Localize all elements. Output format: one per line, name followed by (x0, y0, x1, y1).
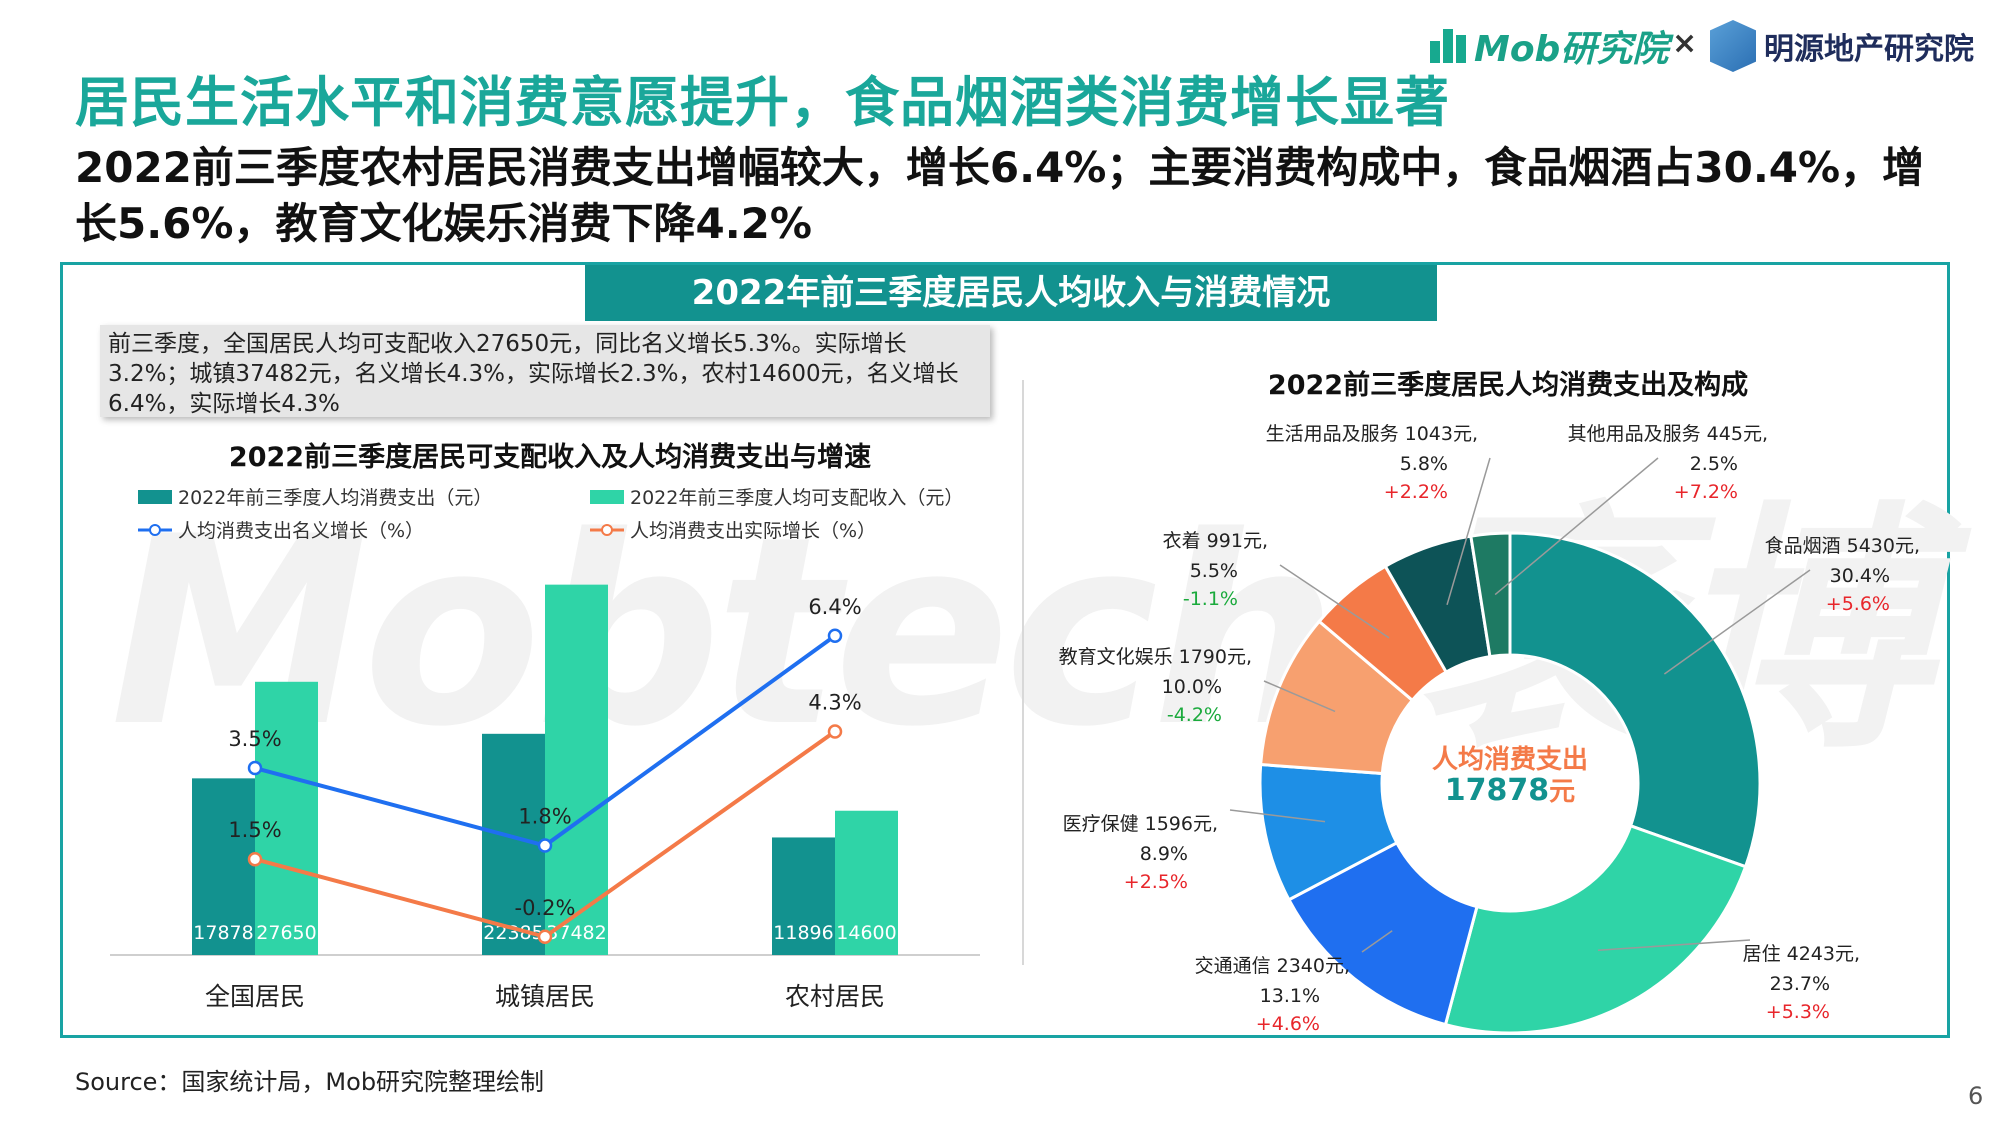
slice-change: +5.3% (1766, 1001, 1830, 1023)
line-point (247, 851, 263, 867)
slice-pct: 23.7% (1770, 973, 1830, 995)
page-number: 6 (1968, 1082, 1984, 1110)
category-label: 城镇居民 (495, 982, 595, 1011)
slice-change: +2.2% (1384, 481, 1448, 503)
donut-slice (1508, 531, 1762, 869)
bar-consumption (192, 778, 255, 955)
page-title: 居民生活水平和消费意愿提升，食品烟酒类消费增长显著 (75, 71, 1450, 134)
logo-separator: × (1672, 26, 1698, 61)
slice-label: 居住 4243元, (1743, 943, 1860, 965)
category-label: 农村居民 (785, 982, 885, 1011)
bar-consumption (772, 837, 835, 955)
slice-pct: 10.0% (1162, 676, 1222, 698)
right-chart-title: 2022前三季度居民人均消费支出及构成 (1268, 369, 1748, 401)
leader-line (1229, 809, 1326, 823)
donut-center-unit: 元 (1549, 777, 1575, 807)
page-subtitle: 2022前三季度农村居民消费支出增幅较大，增长6.4%；主要消费构成中，食品烟酒… (75, 143, 1925, 248)
slice-label: 交通通信 2340元, (1195, 955, 1350, 977)
leader-line (1663, 569, 1811, 675)
slice-pct: 5.8% (1400, 453, 1448, 475)
legend-swatch-consumption (138, 490, 172, 504)
slice-change: -1.1% (1183, 588, 1238, 610)
mob-logo: Mob研究院 (1430, 20, 1668, 72)
chart-frame (60, 262, 1950, 1038)
slice-label: 教育文化娱乐 1790元, (1059, 646, 1252, 668)
legend-marker-nominal (149, 524, 161, 536)
line-value-label: 1.8% (518, 805, 571, 829)
donut-slice (1469, 531, 1512, 659)
slice-change: -4.2% (1167, 704, 1222, 726)
bar-income (255, 681, 318, 955)
donut-slice (1443, 823, 1748, 1035)
donut-center-value-group: 17878元 (1445, 773, 1575, 808)
legend-marker-real (601, 524, 613, 536)
source-note: Source：国家统计局，Mob研究院整理绘制 (75, 1068, 545, 1096)
leader-line (1361, 930, 1393, 953)
slice-pct: 2.5% (1690, 453, 1738, 475)
line-value-label: 1.5% (228, 818, 281, 842)
bar-value-label: 22385 (483, 922, 543, 944)
donut-center-value: 17878 (1445, 773, 1549, 808)
line-point (827, 628, 843, 644)
line-value-label: 3.5% (228, 727, 281, 751)
donut-labels: 食品烟酒 5430元, 30.4% +5.6% 居住 4243元, 23.7% +5.3%… (1059, 423, 1920, 1035)
line-point (247, 760, 263, 776)
mingyuan-logo-icon (1710, 20, 1756, 72)
mingyuan-logo-text: 明源地产研究院 (1764, 32, 1974, 67)
slice-change: +7.2% (1674, 481, 1738, 503)
slice-label: 其他用品及服务 445元, (1568, 423, 1768, 445)
left-chart-title: 2022前三季度居民可支配收入及人均消费支出与增速 (229, 441, 871, 473)
slice-change: +4.6% (1256, 1013, 1320, 1035)
bar-income (835, 810, 898, 955)
leader-line (1446, 457, 1491, 606)
bar-value-label: 27650 (256, 922, 316, 944)
slice-pct: 30.4% (1830, 565, 1890, 587)
slice-label: 食品烟酒 5430元, (1765, 535, 1920, 557)
mob-logo-icon (1430, 29, 1466, 63)
legend-label-nominal: 人均消费支出名义增长（%） (178, 520, 424, 542)
leader-line (1263, 680, 1336, 713)
leader-line (1597, 939, 1751, 952)
bar-income (545, 584, 608, 955)
donut-area (1258, 531, 1762, 1035)
line-point (537, 838, 553, 853)
slice-pct: 5.5% (1190, 560, 1238, 582)
line-point (537, 929, 553, 945)
mob-logo-text: Mob研究院 (1474, 29, 1669, 70)
bar-value-label: 11896 (773, 922, 833, 944)
line-value-label: 6.4% (808, 595, 861, 619)
line-point (827, 724, 843, 739)
legend-label-consumption: 2022年前三季度人均消费支出（元） (178, 487, 492, 509)
leader-line (1494, 457, 1659, 596)
mingyuan-logo: 明源地产研究院 (1710, 20, 1974, 72)
leader-line (1279, 564, 1390, 639)
summary-note: 前三季度，全国居民人均可支配收入27650元，同比名义增长5.3%。实际增长3.… (100, 325, 990, 417)
slice-change: +2.5% (1124, 871, 1188, 893)
line-value-label: 4.3% (808, 691, 861, 715)
legend-swatch-income (590, 490, 624, 504)
slice-pct: 8.9% (1140, 843, 1188, 865)
bar-value-label: 17878 (193, 922, 253, 944)
slice-change: +5.6% (1826, 593, 1890, 615)
slice-pct: 13.1% (1260, 985, 1320, 1007)
category-label: 全国居民 (205, 982, 305, 1011)
slice-label: 医疗保健 1596元, (1063, 813, 1218, 835)
legend-label-real: 人均消费支出实际增长（%） (630, 520, 876, 542)
section-banner: 2022年前三季度居民人均收入与消费情况 (585, 265, 1437, 321)
slice-label: 生活用品及服务 1043元, (1266, 423, 1478, 445)
line-value-label: -0.2% (515, 896, 576, 920)
donut-center-label: 人均消费支出 (1432, 745, 1588, 775)
legend-label-income: 2022年前三季度人均可支配收入（元） (630, 487, 963, 509)
bar-value-label: 14600 (836, 922, 896, 944)
chart-divider (1022, 380, 1024, 965)
slice-label: 衣着 991元, (1163, 530, 1268, 552)
